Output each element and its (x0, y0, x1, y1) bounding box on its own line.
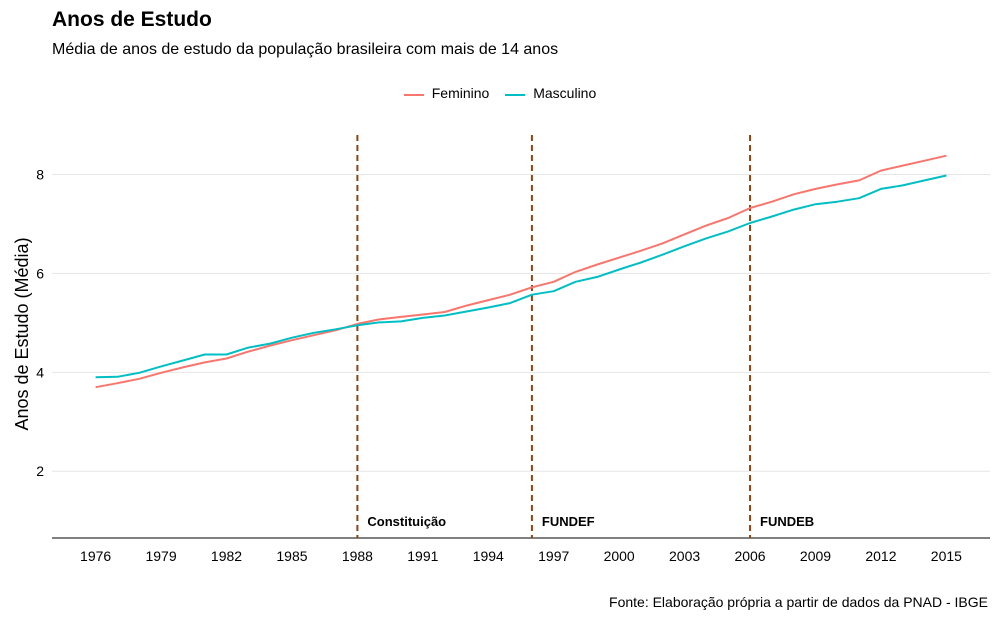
legend-key-feminino (403, 93, 424, 96)
y-tick-label: 6 (36, 265, 44, 281)
legend-key-masculino (505, 93, 526, 96)
x-tick-label: 2003 (669, 548, 700, 564)
legend-label-feminino: Feminino (431, 85, 490, 102)
series-line-feminino (95, 154, 947, 389)
event-label: Constituição (367, 514, 446, 529)
legend-item-feminino: Feminino (403, 85, 490, 102)
legend-item-masculino: Masculino (505, 85, 596, 101)
x-tick-label: 1979 (145, 548, 176, 564)
y-tick-label: 2 (36, 463, 44, 479)
chart-subtitle: Média de anos de estudo da população bra… (52, 41, 559, 58)
x-tick-label: 1976 (80, 548, 111, 564)
x-tick-label: 2012 (865, 548, 896, 564)
x-tick-label: 1997 (538, 548, 569, 564)
x-tick-label: 2006 (734, 548, 765, 564)
legend: Feminino Masculino (0, 84, 1000, 101)
x-tick-label: 1985 (276, 548, 307, 564)
x-tick-label: 1994 (473, 548, 504, 564)
x-tick-label: 1991 (407, 548, 438, 564)
x-tick-label: 2015 (931, 548, 962, 564)
x-tick-label: 1982 (211, 548, 242, 564)
series-line-masculino (95, 174, 947, 379)
event-label: FUNDEB (760, 514, 814, 529)
x-tick-label: 2009 (800, 548, 831, 564)
x-tick-label: 2000 (604, 548, 635, 564)
chart-title: Anos de Estudo (52, 8, 212, 31)
y-axis-title: Anos de Estudo (Média) (12, 237, 32, 430)
y-tick-label: 8 (36, 167, 44, 183)
chart-caption: Fonte: Elaboração própria a partir de da… (609, 594, 988, 610)
event-label: FUNDEF (542, 514, 595, 529)
x-tick-label: 1988 (342, 548, 373, 564)
y-tick-label: 4 (36, 364, 44, 380)
legend-label-masculino: Masculino (533, 85, 597, 102)
